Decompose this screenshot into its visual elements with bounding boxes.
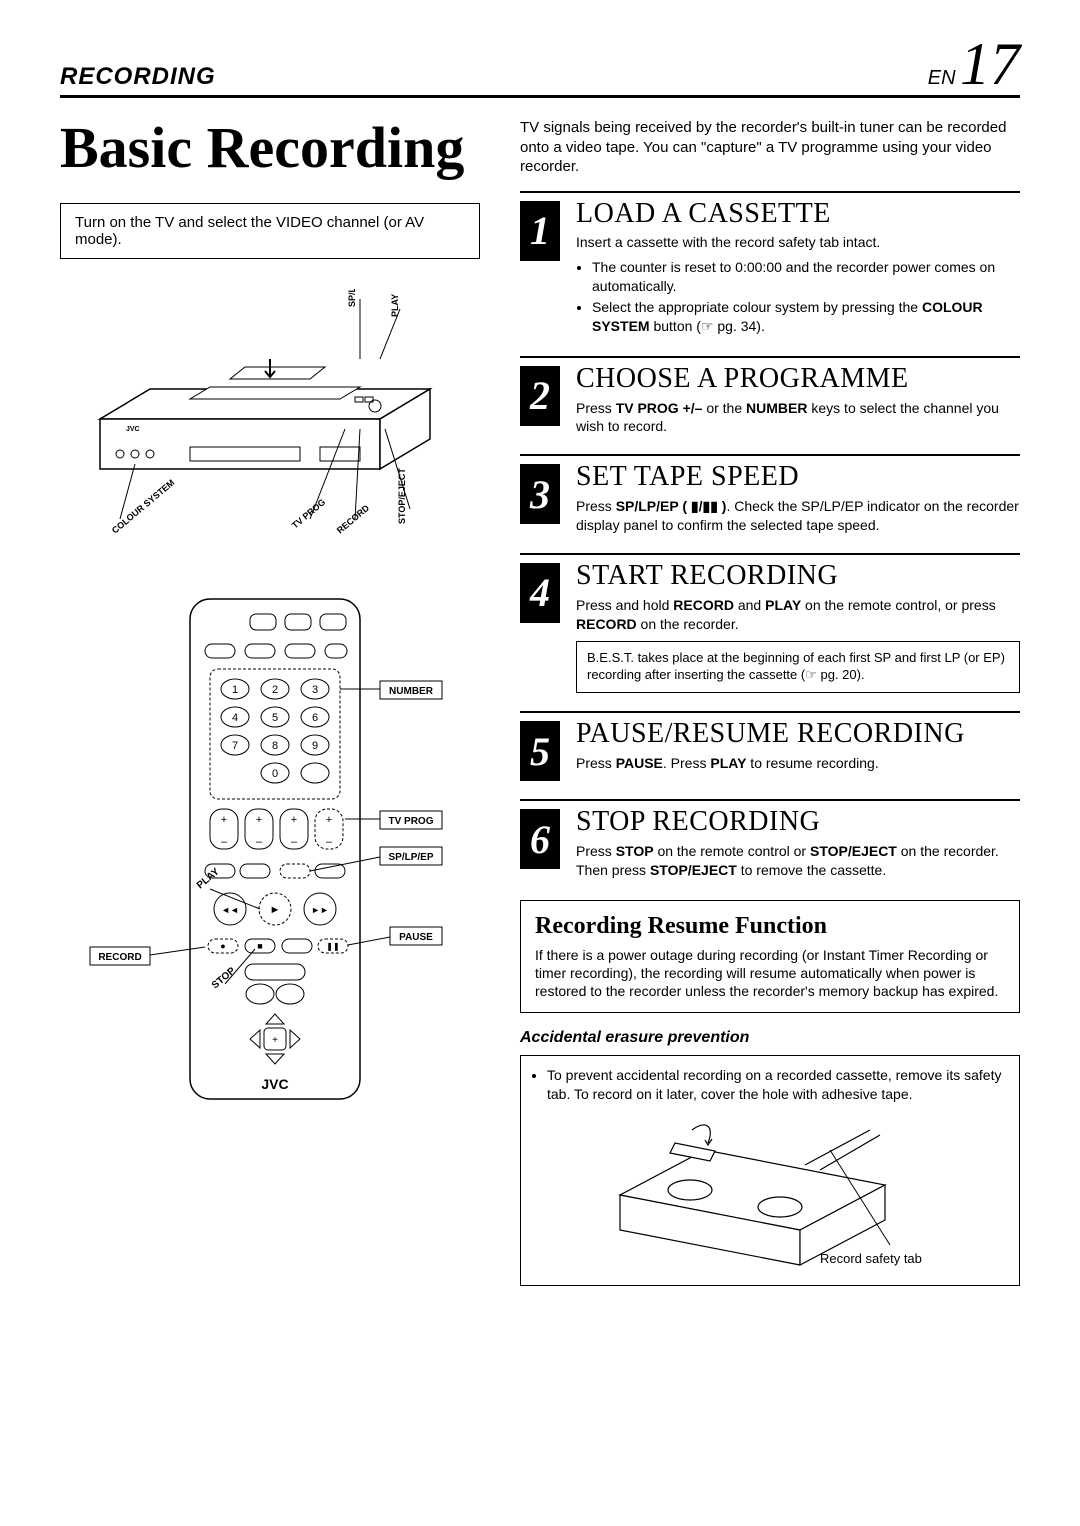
step-body: LOAD A CASSETTEInsert a cassette with th… — [576, 199, 1020, 338]
svg-text:1: 1 — [232, 684, 238, 696]
svg-text:9: 9 — [312, 740, 318, 752]
svg-text:►: ► — [270, 904, 281, 916]
svg-text:STOP/EJECT: STOP/EJECT — [397, 468, 407, 524]
svg-text:+: + — [291, 814, 297, 826]
step-body: STOP RECORDING Press STOP on the remote c… — [576, 807, 1020, 880]
step-3: 3 SET TAPE SPEED Press SP/LP/EP ( ▮/▮▮ ). … — [520, 454, 1020, 535]
step-title: PAUSE/RESUME RECORDING — [576, 719, 1020, 750]
step-4: 4 START RECORDING Press and hold RECORD an… — [520, 553, 1020, 693]
svg-text:+: + — [272, 1035, 278, 1046]
svg-text:PAUSE: PAUSE — [399, 932, 433, 943]
svg-text:7: 7 — [232, 740, 238, 752]
remote-diagram: 1 2 3 4 5 6 7 8 9 0 — [80, 589, 460, 1149]
step-title: LOAD A CASSETTE — [576, 199, 1020, 230]
svg-text:–: – — [291, 836, 298, 848]
svg-text:SP/LP/EP: SP/LP/EP — [388, 852, 433, 863]
step-2: 2 CHOOSE A PROGRAMME Press TV PROG +/– or … — [520, 356, 1020, 437]
svg-text:3: 3 — [312, 684, 318, 696]
svg-text:–: – — [221, 836, 228, 848]
step-number: 2 — [520, 366, 560, 426]
page-number: EN 17 — [928, 40, 1020, 90]
svg-text:PLAY: PLAY — [390, 294, 400, 317]
svg-text:SP/LP/EP: SP/LP/EP — [347, 289, 357, 307]
svg-text:+: + — [256, 814, 262, 826]
svg-text:–: – — [326, 836, 333, 848]
cassette-illustration: Record safety tab — [590, 1115, 950, 1275]
svg-text:◄◄: ◄◄ — [221, 905, 239, 915]
step-number: 1 — [520, 201, 560, 261]
step-text: Press and hold RECORD and PLAY on the re… — [576, 596, 1020, 694]
svg-text:JVC: JVC — [126, 426, 140, 433]
svg-text:TV PROG: TV PROG — [388, 816, 433, 827]
intro-instruction: Turn on the TV and select the VIDEO chan… — [60, 203, 480, 259]
svg-text:●: ● — [220, 941, 225, 951]
step-title: STOP RECORDING — [576, 807, 1020, 838]
step-number: 5 — [520, 721, 560, 781]
svg-text:6: 6 — [312, 712, 318, 724]
page-header: RECORDING EN 17 — [60, 40, 1020, 98]
prevention-bullet: To prevent accidental recording on a rec… — [547, 1066, 1007, 1102]
step-note: B.E.S.T. takes place at the beginning of… — [576, 641, 1020, 693]
svg-text:COLOUR SYSTEM: COLOUR SYSTEM — [110, 477, 177, 535]
svg-text:❚❚: ❚❚ — [326, 942, 339, 951]
svg-text:+: + — [221, 814, 227, 826]
step-6: 6 STOP RECORDING Press STOP on the remote … — [520, 799, 1020, 880]
step-number: 6 — [520, 809, 560, 869]
svg-text:8: 8 — [272, 740, 278, 752]
prevention-heading: Accidental erasure prevention — [520, 1029, 1020, 1047]
svg-text:JVC: JVC — [261, 1076, 288, 1092]
step-1: 1 LOAD A CASSETTEInsert a cassette with t… — [520, 191, 1020, 338]
svg-text:NUMBER: NUMBER — [389, 686, 434, 697]
step-title: CHOOSE A PROGRAMME — [576, 364, 1020, 395]
step-bullet: Select the appropriate colour system by … — [592, 298, 1020, 336]
svg-text:0: 0 — [272, 768, 278, 780]
resume-text: If there is a power outage during record… — [535, 946, 1005, 1001]
section-label: RECORDING — [60, 63, 216, 91]
svg-text:Record safety tab: Record safety tab — [820, 1251, 922, 1266]
svg-text:–: – — [256, 836, 263, 848]
svg-text:RECORD: RECORD — [98, 952, 141, 963]
step-text: Press TV PROG +/– or the NUMBER keys to … — [576, 399, 1020, 437]
svg-text:■: ■ — [257, 941, 262, 951]
step-body: CHOOSE A PROGRAMME Press TV PROG +/– or t… — [576, 364, 1020, 437]
svg-text:4: 4 — [232, 712, 238, 724]
resume-section: Recording Resume Function If there is a … — [520, 900, 1020, 1014]
step-body: PAUSE/RESUME RECORDING Press PAUSE. Press… — [576, 719, 1020, 773]
step-text: Press STOP on the remote control or STOP… — [576, 842, 1020, 880]
prevention-box: To prevent accidental recording on a rec… — [520, 1055, 1020, 1285]
svg-text:TV PROG: TV PROG — [290, 497, 327, 531]
step-5: 5 PAUSE/RESUME RECORDING Press PAUSE. Pres… — [520, 711, 1020, 781]
step-number: 3 — [520, 464, 560, 524]
step-bullet: The counter is reset to 0:00:00 and the … — [592, 258, 1020, 296]
step-number: 4 — [520, 563, 560, 623]
svg-text:2: 2 — [272, 684, 278, 696]
step-text: Press SP/LP/EP ( ▮/▮▮ ). Check the SP/LP… — [576, 497, 1020, 535]
svg-text:5: 5 — [272, 712, 278, 724]
step-text: Press PAUSE. Press PLAY to resume record… — [576, 754, 1020, 773]
step-body: SET TAPE SPEED Press SP/LP/EP ( ▮/▮▮ ). C… — [576, 462, 1020, 535]
page-title: Basic Recording — [60, 118, 480, 179]
step-title: START RECORDING — [576, 561, 1020, 592]
svg-text:RECORD: RECORD — [335, 502, 372, 535]
resume-title: Recording Resume Function — [535, 913, 1005, 940]
step-title: SET TAPE SPEED — [576, 462, 1020, 493]
svg-text:►►: ►► — [311, 905, 329, 915]
step-body: START RECORDING Press and hold RECORD and… — [576, 561, 1020, 693]
vcr-diagram: JVC SP/LP/EP PLAY COLOUR SYSTEM TV PROG … — [80, 289, 460, 549]
intro-paragraph: TV signals being received by the recorde… — [520, 118, 1020, 177]
step-text: Insert a cassette with the record safety… — [576, 233, 1020, 335]
svg-text:+: + — [326, 814, 332, 826]
